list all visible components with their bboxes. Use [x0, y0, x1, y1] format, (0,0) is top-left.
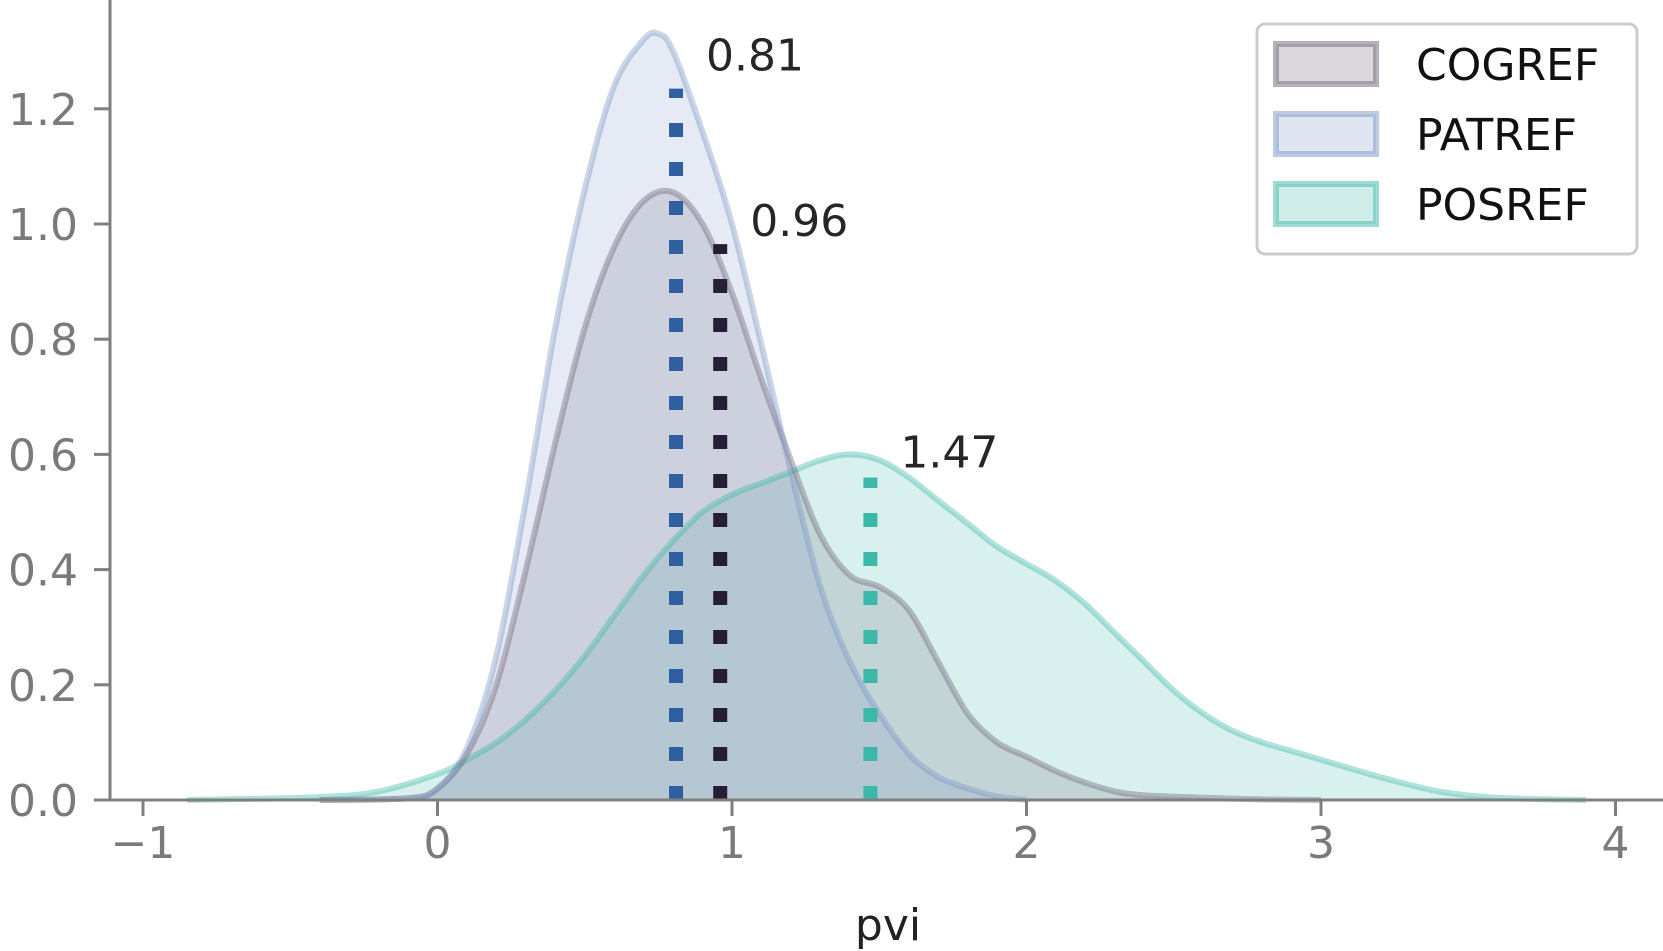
- median-markers: 1.47 0.96 0.81: [669, 31, 998, 800]
- y-tick-label: 0.4: [8, 546, 78, 597]
- posref-legend-swatch: [1273, 181, 1379, 227]
- patref-legend-label: PATREF: [1416, 110, 1577, 161]
- x-tick-label: 1: [718, 818, 746, 869]
- x-tick-label: −1: [111, 818, 176, 869]
- x-tick-label: 4: [1602, 818, 1630, 869]
- y-tick-label: 0.8: [8, 315, 78, 366]
- posref-density-fill: [187, 454, 1587, 800]
- patref-median-label: 0.81: [706, 31, 804, 82]
- cogref-legend-label: COGREF: [1416, 40, 1599, 91]
- cogref-median-label: 0.96: [750, 196, 848, 247]
- y-tick-label: 0.6: [8, 430, 78, 481]
- density-outlines: [187, 29, 1587, 803]
- y-tick-label: 1.2: [8, 85, 78, 136]
- posref-legend-label: POSREF: [1416, 180, 1589, 231]
- patref-legend-swatch: [1273, 111, 1379, 157]
- x-tick-label: 0: [424, 818, 452, 869]
- y-tick-label: 1.0: [8, 200, 78, 251]
- x-tick-label: 2: [1013, 818, 1041, 869]
- x-axis-title: pvi: [855, 900, 921, 951]
- cogref-legend-swatch: [1273, 41, 1379, 87]
- patref-density-fill: [319, 32, 1027, 801]
- posref-density-line: [187, 451, 1587, 803]
- cogref-density-fill: [319, 190, 1321, 800]
- y-tick-label: 0.0: [8, 776, 78, 827]
- density-fills: [187, 32, 1587, 801]
- cogref-density-line: [319, 187, 1322, 803]
- patref-density-line: [319, 29, 1027, 803]
- legend: COGREF PATREF POSREF: [1255, 22, 1639, 256]
- y-axis-ticks: 0.0 0.2 0.4 0.6 0.8 1.0 1.2: [8, 85, 110, 827]
- x-tick-label: 3: [1307, 818, 1335, 869]
- posref-median-label: 1.47: [900, 427, 998, 478]
- x-axis-ticks: −1 0 1 2 3 4: [111, 800, 1630, 869]
- y-tick-label: 0.2: [8, 661, 78, 712]
